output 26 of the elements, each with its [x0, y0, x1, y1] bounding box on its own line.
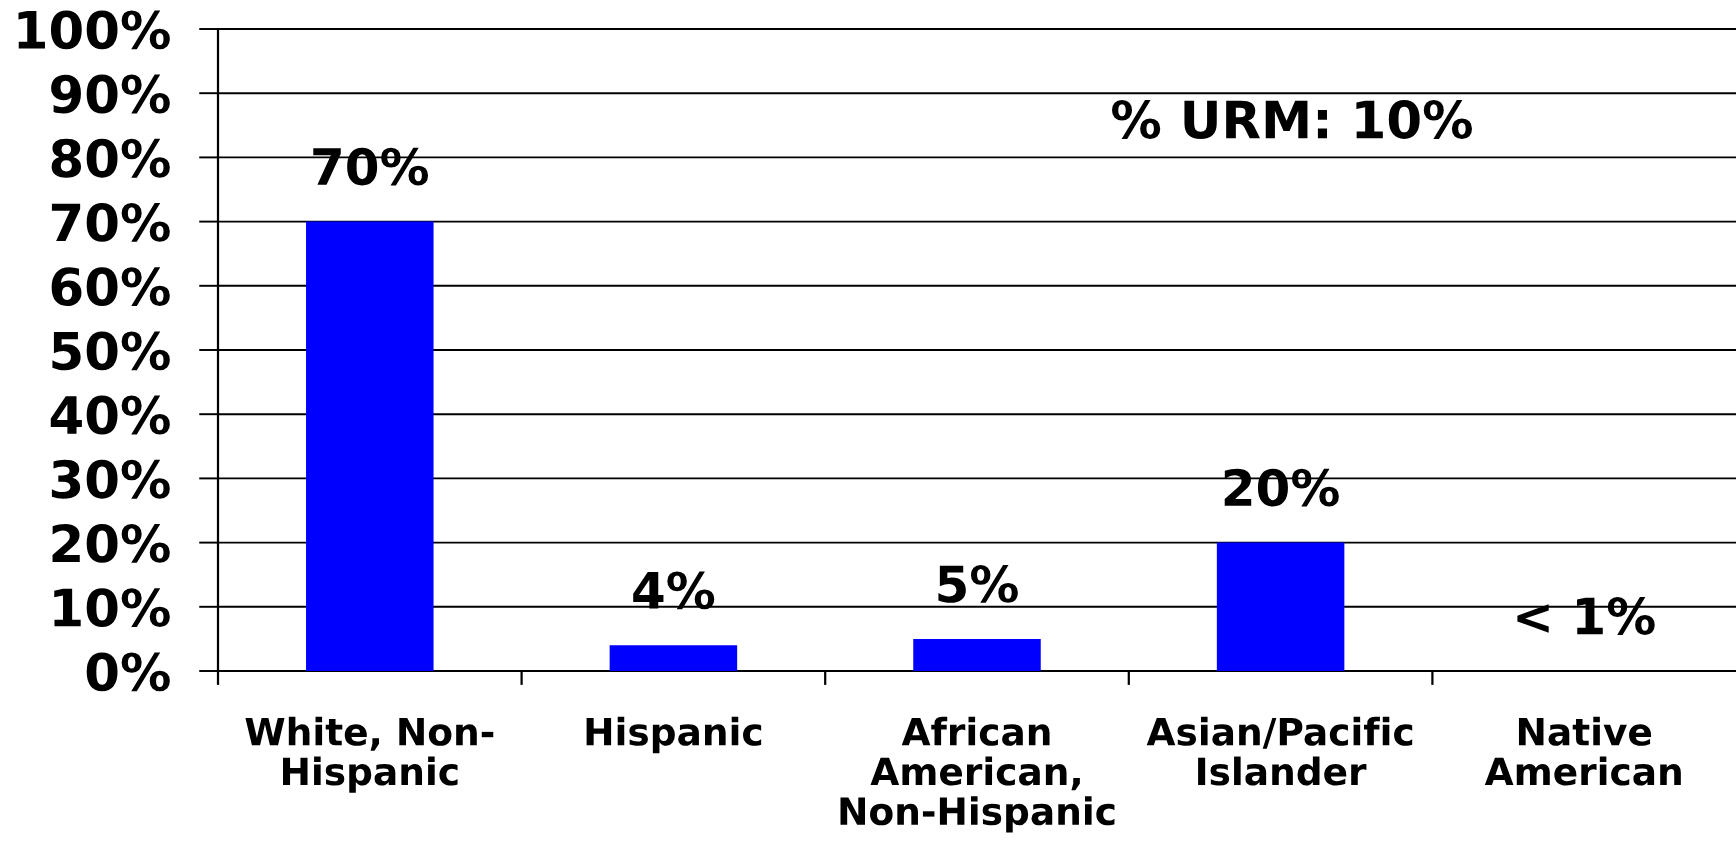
annotation: % URM: 10% — [1112, 100, 1472, 139]
y-tick-label: 40% — [50, 395, 170, 435]
data-label: < 1% — [1517, 597, 1655, 635]
y-tick-label: 50% — [52, 331, 170, 371]
x-tick-label: Native American — [1484, 716, 1681, 786]
y-tick-label: 20% — [52, 523, 170, 563]
data-label: 20% — [1224, 468, 1339, 507]
data-label: 70% — [313, 147, 429, 186]
y-tick-label: 10% — [54, 588, 170, 628]
y-tick-label: 30% — [51, 459, 170, 499]
x-tick-label: Asian/Pacific Islander — [1146, 716, 1413, 786]
x-tick-label: African American, Non-Hispanic — [840, 716, 1115, 833]
x-tick-label: White, Non- Hispanic — [245, 716, 494, 793]
bar — [306, 221, 434, 671]
y-tick-label: 60% — [51, 267, 170, 307]
x-tick-label: Hispanic — [586, 716, 762, 754]
bar — [913, 638, 1041, 671]
y-tick-label: 70% — [51, 202, 170, 242]
y-tick-label: 90% — [51, 74, 170, 114]
bar — [609, 645, 738, 671]
data-label: 4% — [633, 571, 715, 610]
y-tick-label: 0% — [86, 652, 170, 692]
bar — [1216, 542, 1345, 671]
y-tick-label: 100% — [18, 10, 170, 50]
data-label: 5% — [938, 565, 1018, 603]
y-tick-label: 80% — [51, 138, 170, 178]
